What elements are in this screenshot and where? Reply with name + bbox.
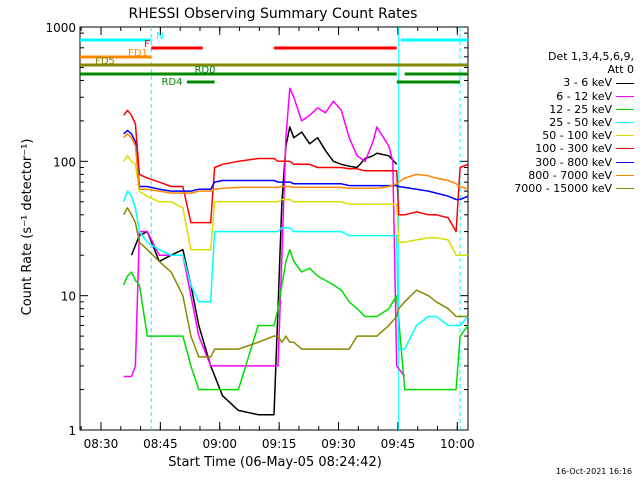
series-line-5 xyxy=(123,109,469,233)
legend-header-line1: Det 1,3,4,5,6,9, xyxy=(547,50,634,63)
x-tick-label: 08:45 xyxy=(143,437,178,451)
chart-title: RHESSI Observing Summary Count Rates xyxy=(129,6,418,22)
legend-label: 7000 - 15000 keV xyxy=(514,181,612,195)
state-bar-label: RD4 xyxy=(161,77,182,88)
y-axis-label: Count Rate (s⁻¹ detector⁻¹) xyxy=(20,139,35,316)
legend-entry: 3 - 6 keV xyxy=(470,76,638,89)
legend: Det 1,3,4,5,6,9, Att 0 3 - 6 keV 6 - 12 k… xyxy=(470,50,638,195)
timestamp: 16-Oct-2021 16:16 xyxy=(556,467,632,476)
legend-entry: 7000 - 15000 keV xyxy=(470,182,638,195)
legend-entry: 800 - 7000 keV xyxy=(470,169,638,182)
y-tick-label: 100 xyxy=(53,155,76,169)
series-line-2 xyxy=(122,248,469,391)
state-bar-label: F xyxy=(144,39,150,50)
legend-swatch xyxy=(616,122,634,124)
x-tick-label: 08:30 xyxy=(84,437,119,451)
legend-swatch xyxy=(616,135,634,137)
legend-entry: 100 - 300 keV xyxy=(470,142,638,155)
x-tick-label: 09:30 xyxy=(321,437,356,451)
legend-entry: 50 - 100 keV xyxy=(470,129,638,142)
series-line-4 xyxy=(122,155,468,256)
x-tick-label: 09:00 xyxy=(202,437,237,451)
legend-label: 800 - 7000 keV xyxy=(528,168,612,182)
x-tick-label: 09:45 xyxy=(381,437,416,451)
legend-label: 3 - 6 keV xyxy=(563,76,612,90)
legend-swatch xyxy=(616,148,634,150)
legend-entry: 12 - 25 keV xyxy=(470,103,638,116)
legend-swatch xyxy=(616,82,634,84)
legend-entry: 300 - 800 keV xyxy=(470,156,638,169)
series-line-8 xyxy=(122,207,468,358)
legend-swatch xyxy=(616,95,634,97)
y-tick-label: 10 xyxy=(61,290,76,304)
legend-label: 100 - 300 keV xyxy=(535,142,612,156)
y-tick-label: 1 xyxy=(68,424,76,438)
legend-label: 300 - 800 keV xyxy=(535,155,612,169)
series-line-3 xyxy=(122,190,469,350)
series-line-7 xyxy=(123,133,469,194)
x-tick-label: 09:15 xyxy=(262,437,297,451)
plot-frame xyxy=(79,26,469,431)
series-line-1 xyxy=(123,87,406,378)
state-bar-label: N xyxy=(156,31,163,42)
state-bar-label: RD0 xyxy=(194,65,215,76)
legend-label: 25 - 50 keV xyxy=(549,115,612,129)
x-tick-label: 10:00 xyxy=(440,437,475,451)
legend-swatch xyxy=(616,161,634,163)
legend-label: 12 - 25 keV xyxy=(549,102,612,116)
legend-swatch xyxy=(616,188,634,189)
state-bar-label: FD1 xyxy=(128,48,148,59)
state-bar-label: FD5 xyxy=(95,56,115,67)
legend-label: 6 - 12 keV xyxy=(556,89,612,103)
series-line-0 xyxy=(130,126,398,416)
legend-swatch xyxy=(616,174,634,176)
x-axis-label: Start Time (06-May-05 08:24:42) xyxy=(168,455,382,470)
y-tick-label: 1000 xyxy=(45,21,76,35)
legend-entry: 6 - 12 keV xyxy=(470,90,638,103)
series-line-6 xyxy=(123,129,469,201)
legend-label: 50 - 100 keV xyxy=(542,129,612,143)
legend-swatch xyxy=(616,108,634,110)
legend-header-line2: Att 0 xyxy=(607,63,634,77)
legend-entry: 25 - 50 keV xyxy=(470,116,638,129)
